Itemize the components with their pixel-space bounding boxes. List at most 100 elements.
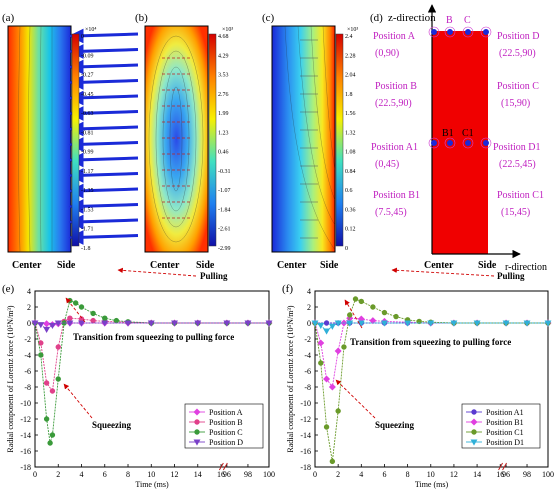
data-point bbox=[194, 419, 200, 425]
x-tick-label: 2 bbox=[336, 470, 340, 479]
point-b bbox=[447, 29, 453, 35]
legend-label: Position D1 bbox=[486, 438, 524, 447]
r-axis-label: r-direction bbox=[505, 262, 547, 273]
y-tick-label: -12 bbox=[20, 415, 31, 424]
annotation-transition: Transition from squeezing to pulling for… bbox=[350, 337, 511, 347]
colorbar-tick-label: -0.81 bbox=[81, 130, 94, 136]
force-arrow bbox=[75, 203, 139, 208]
force-arrow bbox=[75, 79, 139, 84]
colorbar-tick-label: 2.4 bbox=[345, 34, 353, 40]
legend-label: Position C1 bbox=[486, 428, 524, 437]
x-tick-label: 0 bbox=[33, 470, 37, 479]
force-arrow bbox=[75, 187, 139, 193]
colorbar-tick-label: 2.28 bbox=[345, 53, 356, 59]
force-arrow bbox=[75, 218, 139, 224]
point-a bbox=[431, 29, 437, 35]
z-axis-label: z-direction bbox=[388, 12, 436, 24]
y-tick-label: 4 bbox=[27, 287, 31, 296]
point-c1-label: C1 bbox=[462, 128, 474, 139]
point-b-label: B bbox=[446, 15, 453, 26]
data-point bbox=[502, 320, 510, 327]
legend-label: Position D bbox=[209, 438, 243, 447]
data-point bbox=[352, 296, 359, 302]
colorbar-tick-label: -1.17 bbox=[81, 169, 94, 175]
panel-d-center-label: Center bbox=[424, 260, 454, 271]
data-point bbox=[78, 304, 85, 310]
panel-a-field bbox=[7, 25, 72, 253]
y-tick-label: -14 bbox=[20, 431, 31, 440]
data-point bbox=[78, 320, 85, 327]
data-point bbox=[323, 320, 330, 326]
annotation-arrow bbox=[63, 383, 93, 419]
panel-c-contours bbox=[284, 25, 336, 251]
panel-a-center-label: Center bbox=[12, 260, 42, 271]
y-tick-label: -10 bbox=[20, 399, 31, 408]
data-point bbox=[31, 320, 39, 327]
data-point bbox=[223, 320, 231, 327]
point-d bbox=[483, 29, 489, 35]
force-arrow bbox=[75, 94, 139, 100]
x-tick-label: 16 bbox=[217, 470, 225, 479]
data-point bbox=[66, 320, 74, 327]
chart-e: 420-2-4-6-8-10-12-14-16-180 2 4 6 8 10 12 14 169… bbox=[2, 267, 275, 489]
x-axis-label: Time (ms) bbox=[415, 480, 449, 489]
panel-c-colorbar-ticks: 2.4 2.28 2.04 1.8 1.56 1.32 1.08 0.84 0.6 0.36 0.1… bbox=[345, 34, 356, 252]
x-tick-label: 4 bbox=[80, 470, 84, 479]
data-point bbox=[523, 320, 531, 327]
data-point bbox=[265, 320, 273, 327]
colorbar-tick-label: 0.12 bbox=[345, 227, 356, 233]
colorbar-tick-label: 0.46 bbox=[218, 150, 229, 156]
axis-break bbox=[218, 462, 228, 471]
series-line bbox=[34, 317, 269, 393]
panel-label: (f) bbox=[282, 283, 293, 295]
force-arrow bbox=[75, 125, 139, 131]
legend-label: Position A1 bbox=[486, 408, 524, 417]
panel-c-side-label: Side bbox=[320, 260, 339, 271]
pos-c-name: Position C bbox=[497, 81, 539, 92]
data-point bbox=[194, 320, 202, 327]
pos-c1-name: Position C1 bbox=[497, 190, 544, 201]
measure-points bbox=[431, 29, 489, 146]
data-point bbox=[49, 432, 56, 438]
panel-a-contours bbox=[18, 25, 53, 253]
data-point bbox=[38, 340, 44, 346]
data-point bbox=[311, 320, 319, 327]
x-tick-label: 6 bbox=[382, 470, 386, 479]
data-point bbox=[334, 320, 342, 327]
pos-a-coord: (0,90) bbox=[375, 48, 399, 59]
y-tick-label: 0 bbox=[307, 319, 311, 328]
data-point bbox=[54, 320, 62, 327]
colorbar-tick-label: 0 bbox=[345, 246, 348, 252]
force-arrow bbox=[75, 110, 139, 115]
annotation-arrow bbox=[335, 379, 376, 419]
legend-label: Position C bbox=[209, 428, 243, 437]
data-point bbox=[329, 458, 336, 465]
axis-break bbox=[498, 462, 507, 471]
force-arrow bbox=[75, 156, 139, 162]
data-point bbox=[335, 408, 341, 414]
pos-d1-coord: (22.5,45) bbox=[499, 159, 536, 170]
y-tick-label: -4 bbox=[24, 351, 31, 360]
annotation-squeezing: Squeezing bbox=[375, 420, 415, 430]
data-point bbox=[49, 388, 56, 394]
data-point bbox=[43, 320, 51, 328]
colorbar-tick-label: -1.07 bbox=[218, 188, 231, 194]
colorbar-tick-label: -0.63 bbox=[81, 111, 94, 117]
colorbar-tick-label: 1.23 bbox=[218, 130, 229, 136]
data-point bbox=[194, 429, 200, 435]
data-point bbox=[193, 439, 201, 446]
colorbar-tick-label: 2.04 bbox=[345, 73, 356, 79]
data-point bbox=[450, 320, 458, 327]
colorbar-tick-label: 2.76 bbox=[218, 92, 229, 98]
data-point bbox=[347, 312, 353, 318]
colorbar-tick-label: -0.27 bbox=[81, 73, 94, 79]
annotation-arrow bbox=[344, 299, 363, 329]
x-tick-label: 6 bbox=[103, 470, 107, 479]
pos-b1-name: Position B1 bbox=[373, 190, 420, 201]
data-point bbox=[171, 320, 178, 327]
y-tick-label: -12 bbox=[300, 415, 311, 424]
panel-c-arrows bbox=[300, 39, 318, 239]
y-tick-label: -6 bbox=[304, 367, 311, 376]
y-tick-label: 0 bbox=[27, 319, 31, 328]
data-point bbox=[193, 408, 201, 416]
